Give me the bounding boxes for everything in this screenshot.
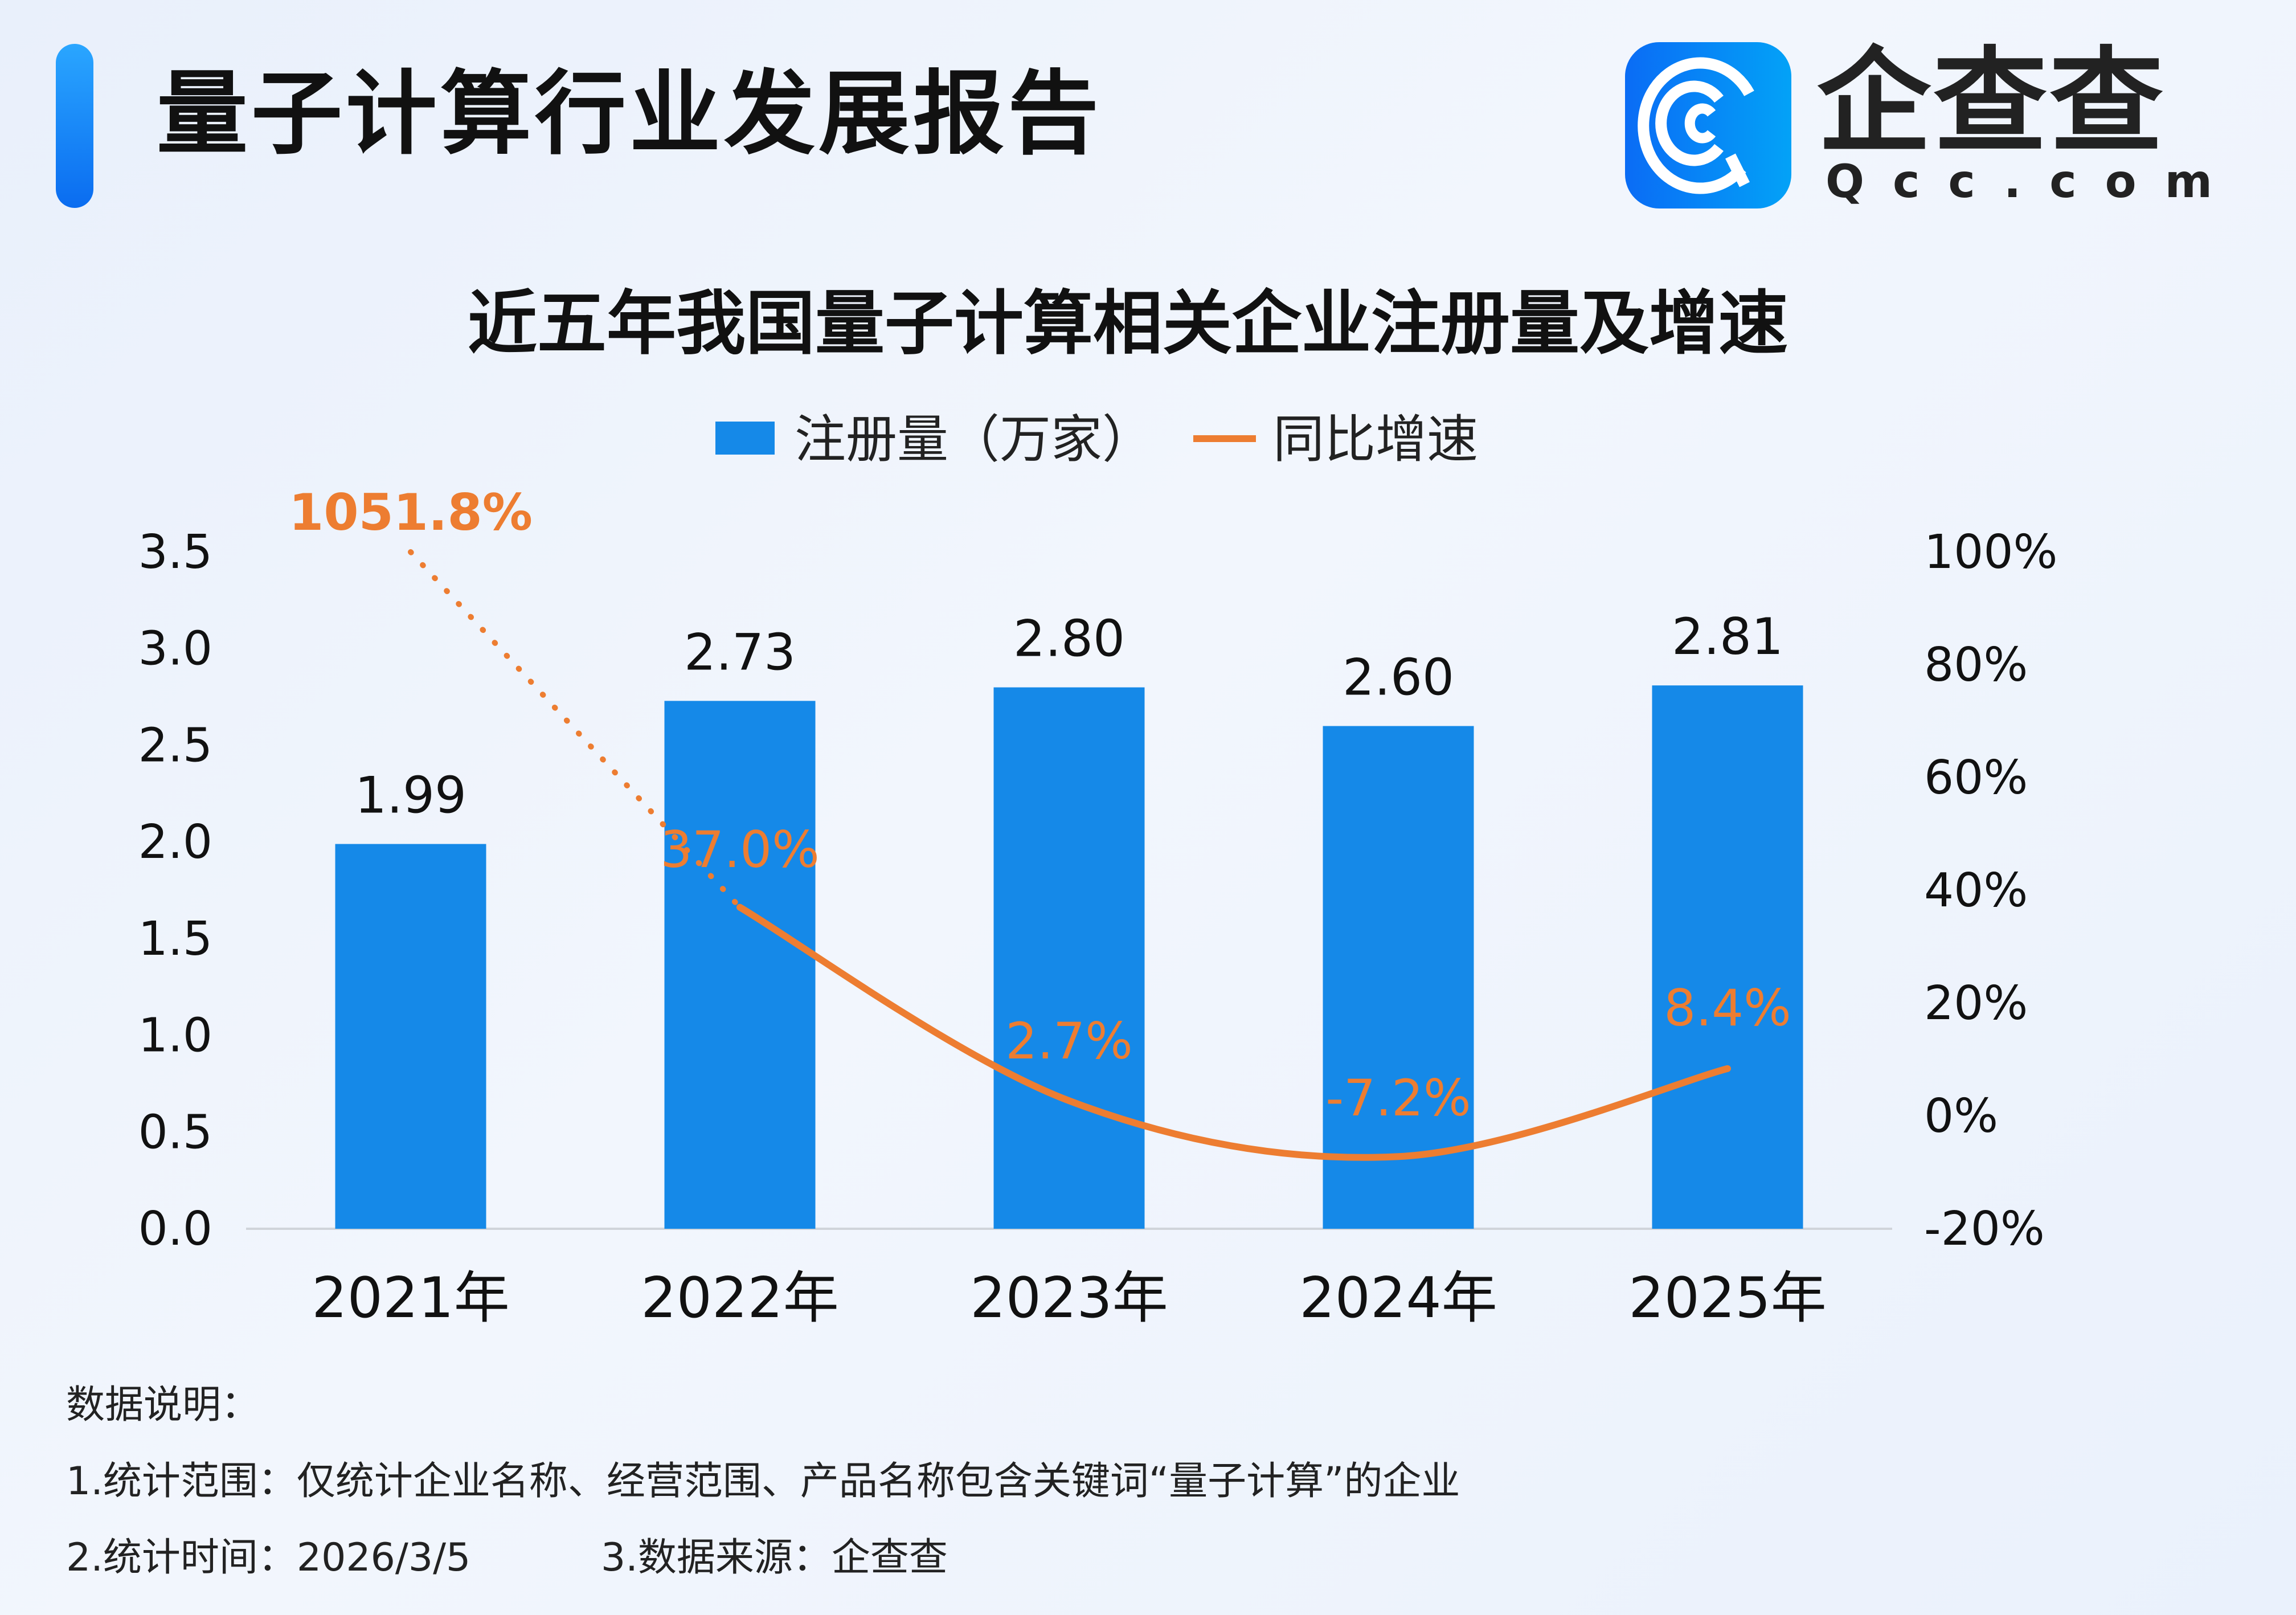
bar-value-label: 2.73 bbox=[684, 623, 796, 681]
right-axis-tick: 0% bbox=[1924, 1089, 1998, 1143]
bar-2024年 bbox=[1323, 726, 1474, 1229]
logo-text-cn: 企查查 bbox=[1817, 36, 2166, 169]
bar-value-label: 2.60 bbox=[1343, 648, 1454, 706]
notes-line-2: 2.统计时间：2026/3/5 bbox=[66, 1535, 471, 1580]
right-axis-tick: 60% bbox=[1924, 751, 2028, 805]
notes-line-3: 3.数据来源：企查查 bbox=[601, 1535, 948, 1580]
bar-value-label: 2.80 bbox=[1013, 610, 1125, 668]
left-axis-tick: 2.0 bbox=[138, 815, 212, 869]
x-axis-label: 2024年 bbox=[1299, 1266, 1497, 1331]
left-axis-tick: 0.0 bbox=[138, 1202, 212, 1256]
right-axis-tick: 80% bbox=[1924, 638, 2028, 692]
x-axis-label: 2022年 bbox=[641, 1266, 838, 1331]
notes-heading: 数据说明： bbox=[66, 1383, 260, 1428]
right-axis-tick: -20% bbox=[1924, 1202, 2045, 1256]
bar-2025年 bbox=[1652, 685, 1803, 1229]
growth-value-label: 37.0% bbox=[660, 820, 820, 879]
page-title: 量子计算行业发展报告 bbox=[157, 60, 1103, 167]
growth-value-label: 8.4% bbox=[1664, 979, 1791, 1037]
growth-line-dotted-segment bbox=[408, 549, 743, 910]
left-axis-tick: 0.5 bbox=[138, 1105, 212, 1159]
bar-2023年 bbox=[993, 687, 1145, 1229]
left-axis-tick: 3.0 bbox=[138, 622, 212, 676]
growth-value-label: 1051.8% bbox=[289, 483, 533, 542]
left-axis-tick: 2.5 bbox=[138, 718, 212, 772]
x-axis-label: 2025年 bbox=[1628, 1266, 1826, 1331]
bar-2022年 bbox=[664, 701, 816, 1229]
legend-line-label: 同比增速 bbox=[1273, 410, 1478, 469]
bar-2021年 bbox=[335, 844, 486, 1229]
left-axis-tick: 1.5 bbox=[138, 912, 212, 966]
notes-line-1: 1.统计范围：仅统计企业名称、经营范围、产品名称包含关键词“量子计算”的企业 bbox=[66, 1459, 1460, 1504]
bar-value-label: 1.99 bbox=[355, 766, 466, 825]
legend: 注册量（万家） 同比增速 bbox=[715, 410, 1478, 469]
qcc-logo-icon bbox=[1625, 42, 1791, 208]
x-axis-label: 2021年 bbox=[312, 1266, 509, 1331]
bar-value-label: 2.81 bbox=[1672, 607, 1783, 666]
legend-bar-swatch bbox=[715, 422, 775, 455]
logo-text-en: Qcc.com bbox=[1826, 155, 2241, 208]
right-axis-tick: 20% bbox=[1924, 976, 2028, 1031]
growth-value-label: 2.7% bbox=[1005, 1012, 1133, 1070]
growth-value-label: -7.2% bbox=[1325, 1069, 1471, 1127]
chart-title: 近五年我国量子计算相关企业注册量及增速 bbox=[468, 283, 1788, 364]
title-accent-bar bbox=[56, 44, 93, 208]
x-axis-label: 2023年 bbox=[970, 1266, 1168, 1331]
left-axis-tick: 3.5 bbox=[138, 525, 212, 579]
right-axis-tick: 100% bbox=[1924, 525, 2057, 579]
legend-bar-label: 注册量（万家） bbox=[795, 410, 1153, 469]
right-axis-tick: 40% bbox=[1924, 864, 2028, 918]
left-axis-tick: 1.0 bbox=[138, 1009, 212, 1063]
growth-line bbox=[736, 903, 1731, 1161]
